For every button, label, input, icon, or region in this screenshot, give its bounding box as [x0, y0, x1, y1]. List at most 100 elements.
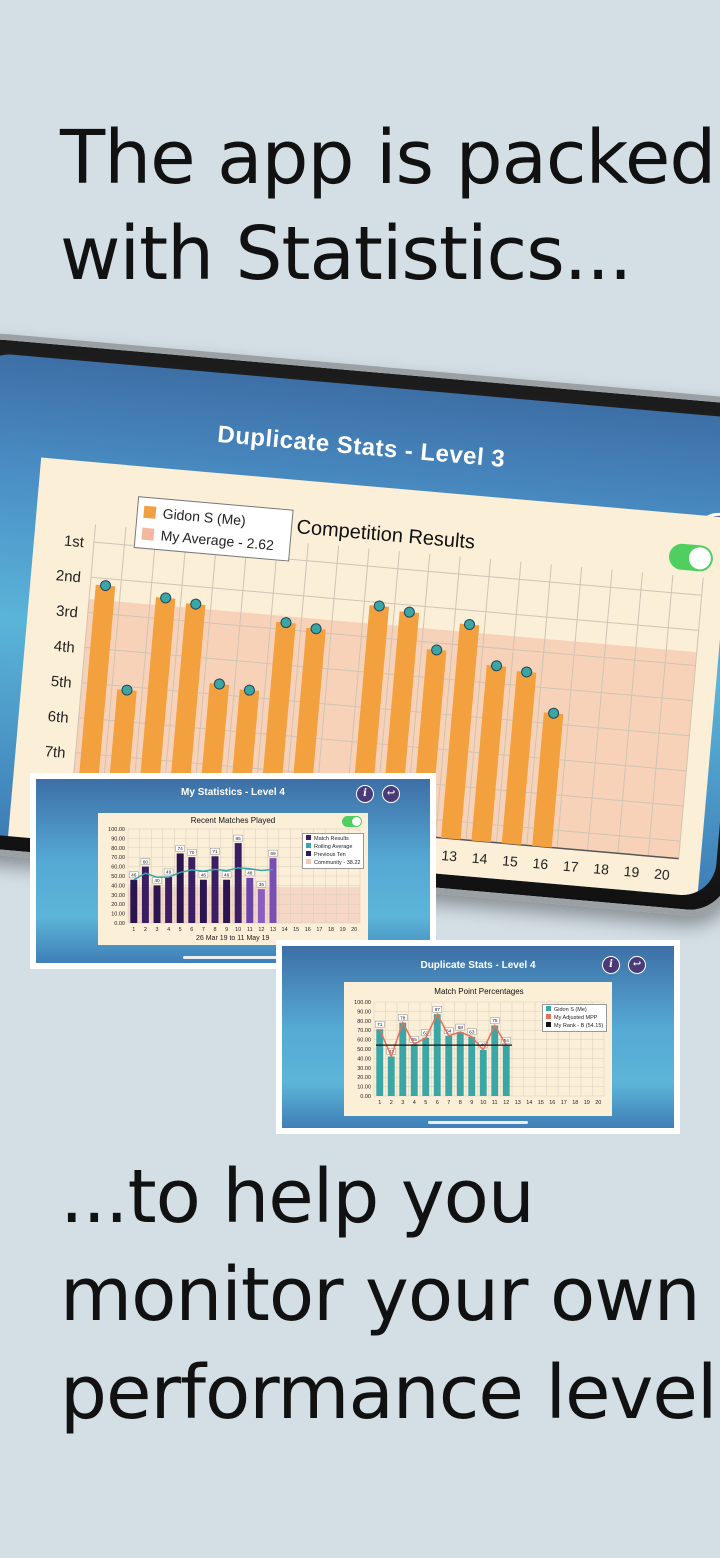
legend-item: My Adjusted MPP [546, 1014, 603, 1022]
bar [491, 1025, 499, 1096]
info-icon[interactable]: i [602, 956, 620, 974]
bar [399, 1022, 407, 1096]
bar [471, 664, 507, 843]
headline-bottom: ...to help you monitor your own performa… [60, 1148, 720, 1442]
data-point [243, 684, 255, 696]
x-tick-label: 6 [190, 927, 193, 933]
headline-line: The app is packed [60, 115, 716, 201]
legend-label: My Adjusted MPP [554, 1015, 598, 1021]
x-tick-label: 17 [562, 858, 579, 875]
legend-item: Community - 38.22 [306, 859, 360, 867]
return-icon[interactable]: ↩ [382, 785, 400, 803]
bar [246, 877, 254, 923]
chart-legend: Gidon S (Me) My Adjusted MPP My Rank - B… [542, 1004, 608, 1032]
data-label-box [140, 858, 151, 865]
legend-label: Gidon S (Me) [554, 1007, 587, 1013]
data-point [160, 592, 172, 604]
bar [410, 1044, 418, 1096]
grid-line [678, 577, 704, 859]
grid-line [647, 575, 674, 857]
data-point [521, 666, 533, 678]
x-tick-label: 10 [235, 927, 241, 933]
recent-matches-chart-svg: 100.0090.0080.0070.0060.0050.0040.0030.0… [108, 827, 361, 933]
data-label: 46 [224, 872, 230, 878]
data-label: 40 [154, 878, 160, 884]
data-label-box [501, 1037, 511, 1044]
x-tick-label: 3 [401, 1100, 404, 1106]
date-range: 26 Mar 19 to 11 May 19 [196, 935, 270, 942]
data-label: 85 [236, 836, 242, 842]
legend-label: My Rank - B (54.15) [554, 1023, 604, 1029]
x-tick-label: 8 [213, 927, 216, 933]
x-tick-label: 5 [179, 927, 182, 933]
bar [234, 843, 242, 923]
home-indicator [428, 1121, 528, 1124]
bar [257, 889, 265, 923]
x-tick-label: 2 [390, 1100, 393, 1106]
data-label-box [444, 1027, 454, 1035]
bar [532, 712, 564, 848]
x-tick-label: 16 [305, 927, 311, 933]
x-tick-label: 3 [155, 927, 158, 933]
data-point [464, 619, 476, 631]
bar [199, 879, 207, 923]
bar [433, 1014, 441, 1096]
bar [223, 879, 231, 923]
data-label: 48 [247, 871, 253, 877]
bar [501, 671, 537, 845]
bar [211, 856, 219, 923]
y-tick-label: 70.00 [111, 855, 125, 861]
data-point [373, 600, 385, 612]
y-tick-label: 40.00 [111, 883, 125, 889]
data-label: 71 [377, 1022, 383, 1028]
data-label: 35 [259, 882, 265, 888]
data-label-box [398, 1014, 408, 1021]
bar [141, 866, 149, 923]
legend-label: Match Results [314, 836, 349, 842]
average-toggle[interactable] [342, 816, 362, 827]
y-tick-label: 80.00 [357, 1019, 371, 1025]
legend-label: Rolling Average [314, 844, 353, 850]
mini-screen: My Statistics - Level 4 i ↩ 100.00 90.00 8… [36, 779, 430, 963]
x-tick-label: 14 [526, 1100, 532, 1106]
x-tick-label: 4 [413, 1100, 416, 1106]
y-tick-label: 50.00 [111, 874, 125, 880]
average-toggle[interactable] [667, 542, 714, 573]
data-label: 78 [400, 1015, 406, 1021]
data-label-box [187, 849, 197, 856]
y-tick-label: 60.00 [111, 865, 125, 871]
screen-title: My Statistics - Level 4 [181, 787, 285, 798]
data-label-box [467, 1028, 477, 1035]
grid-line [100, 527, 127, 809]
x-tick-label: 19 [623, 863, 640, 880]
legend-item: Previous Ten [306, 851, 360, 859]
return-icon[interactable]: ↩ [628, 956, 646, 974]
screenshot-duplicate-stats: Duplicate Stats - Level 4 i ↩ 100.00 90.0… [276, 940, 680, 1134]
y-tick-label: 3rd [55, 603, 78, 622]
data-label-box [245, 869, 255, 877]
grid-line [617, 572, 643, 854]
data-point [548, 707, 560, 719]
data-point [100, 580, 112, 592]
data-label: 42 [389, 1049, 395, 1055]
y-tick-label: 100.00 [108, 827, 125, 833]
bar [445, 1035, 453, 1096]
grid-line [435, 556, 461, 838]
x-tick-label: 13 [441, 847, 458, 864]
x-tick-label: 18 [328, 927, 334, 933]
screenshot-my-statistics: My Statistics - Level 4 i ↩ 100.00 90.00 8… [30, 773, 436, 969]
data-point [310, 623, 322, 635]
bar [502, 1045, 510, 1096]
data-label-box [375, 1021, 385, 1028]
data-point [121, 684, 133, 696]
info-icon[interactable]: i [356, 785, 374, 803]
x-tick-label: 8 [459, 1100, 462, 1106]
bar [456, 1032, 464, 1096]
data-label: 63 [469, 1029, 475, 1035]
data-label-box [268, 849, 278, 857]
bar [441, 623, 480, 840]
legend-swatch [306, 859, 311, 864]
data-point [491, 660, 503, 672]
legend-swatch [546, 1006, 551, 1011]
data-label-box [409, 1036, 419, 1043]
